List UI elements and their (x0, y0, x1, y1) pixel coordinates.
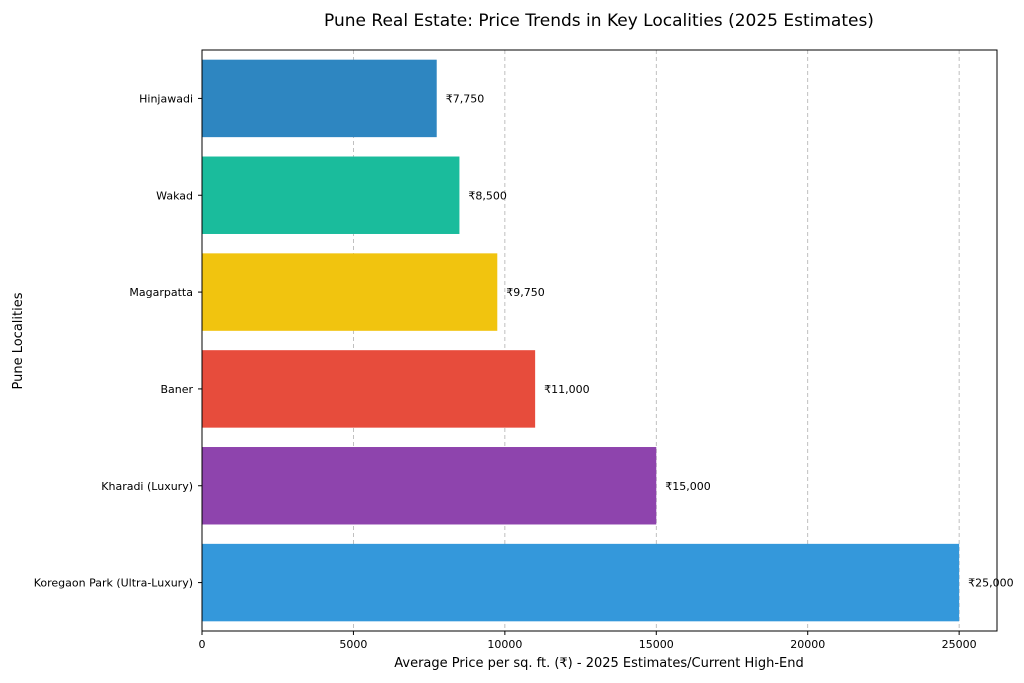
x-tick-label: 20000 (790, 638, 825, 651)
chart-title: Pune Real Estate: Price Trends in Key Lo… (324, 11, 874, 31)
bar (202, 59, 437, 138)
y-axis-label: Pune Localities (11, 292, 26, 389)
x-tick-label: 15000 (639, 638, 674, 651)
x-tick-label: 25000 (942, 638, 977, 651)
bar (202, 156, 460, 234)
bar-value-label: ₹15,000 (665, 480, 711, 493)
bar (202, 350, 536, 428)
plot-frame (201, 49, 998, 632)
bar (202, 253, 498, 331)
bar-value-label: ₹9,750 (506, 286, 545, 299)
grid-lines (353, 50, 960, 631)
y-axis: Koregaon Park (Ultra-Luxury) Kharadi (Lux… (34, 92, 202, 590)
bars-group: ₹25,000 ₹15,000 ₹11,000 ₹9,750 ₹8,500 ₹7,750 (202, 59, 1014, 622)
bar (202, 543, 960, 622)
bar-value-label: ₹25,000 (968, 577, 1014, 590)
bar-value-label: ₹11,000 (544, 383, 590, 396)
y-tick-label: Baner (160, 383, 193, 396)
bar-value-label: ₹7,750 (446, 92, 485, 105)
y-tick-label: Koregaon Park (Ultra-Luxury) (34, 577, 193, 590)
y-tick-label: Kharadi (Luxury) (101, 480, 193, 493)
x-tick-label: 10000 (487, 638, 522, 651)
x-axis: 0 5000 10000 15000 20000 25000 (199, 631, 977, 651)
x-tick-label: 0 (199, 638, 206, 651)
bar-value-label: ₹8,500 (468, 189, 507, 202)
y-tick-label: Hinjawadi (139, 92, 193, 105)
bar (202, 447, 657, 525)
y-tick-label: Wakad (156, 189, 193, 202)
x-tick-label: 5000 (339, 638, 367, 651)
x-axis-label: Average Price per sq. ft. (₹) - 2025 Est… (394, 656, 803, 671)
y-tick-label: Magarpatta (129, 286, 193, 299)
